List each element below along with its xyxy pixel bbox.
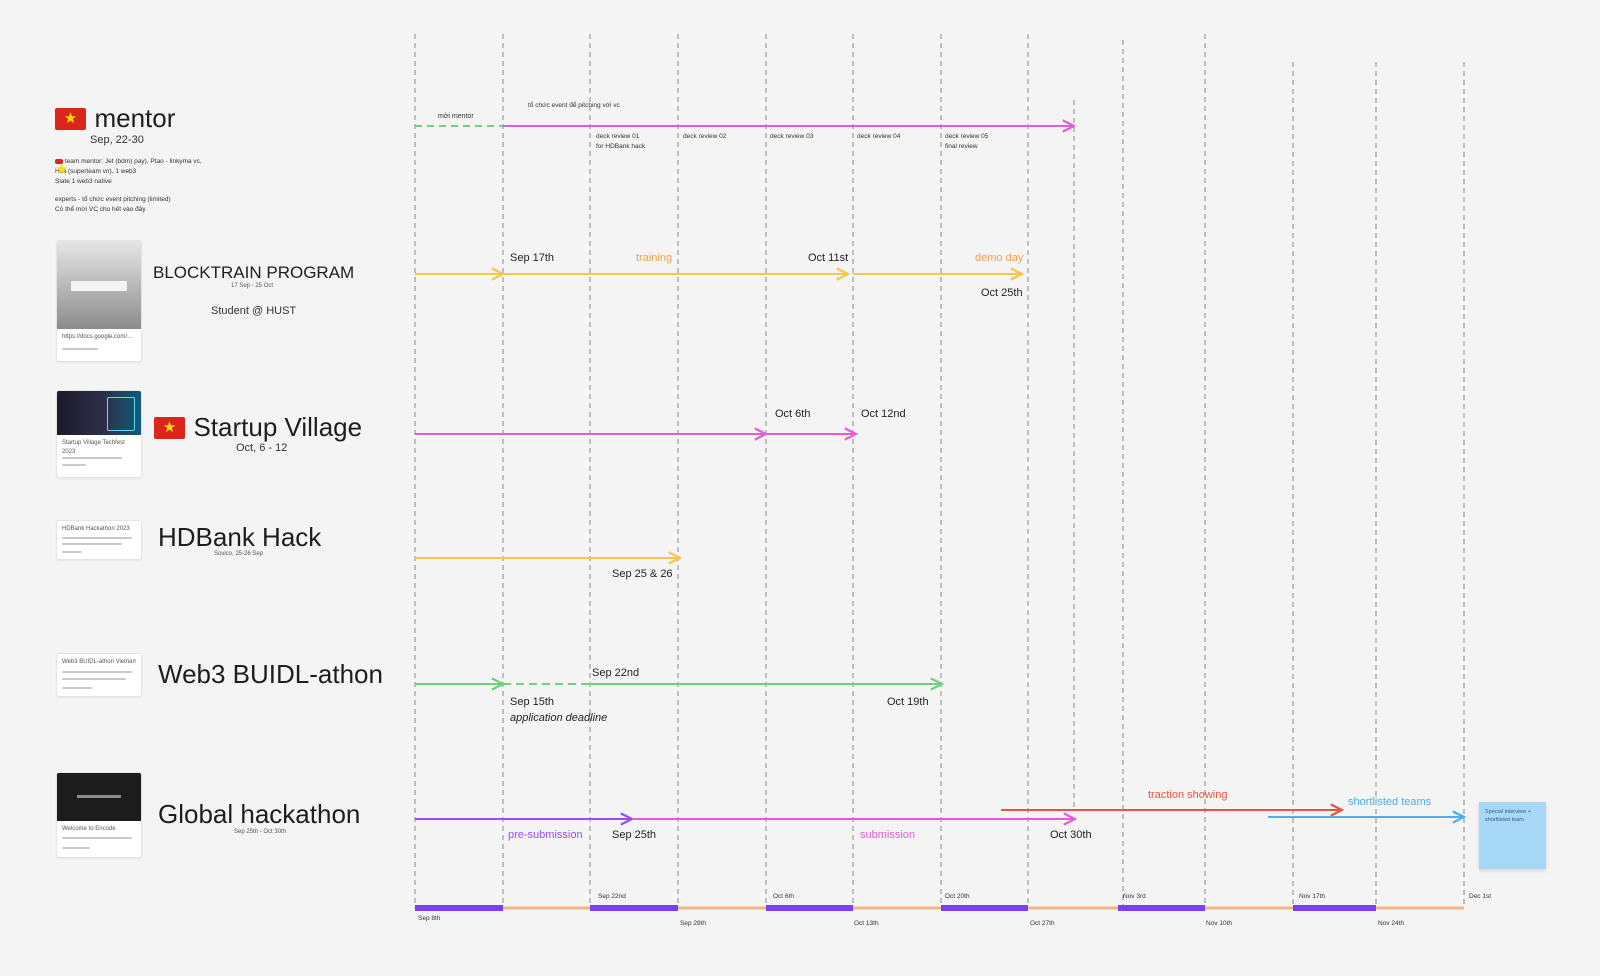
mentor-dates: Sep, 22-30 (90, 134, 144, 146)
axis-label-sep22: Sep 22nd (598, 893, 626, 900)
axis-label-sep8: Sep 8th (418, 915, 441, 922)
blocktrain-training-label: training (636, 252, 672, 264)
vietnam-flag-small-icon (55, 158, 63, 180)
sticky-note-text: Special interview + shortlisted team (1485, 809, 1532, 823)
global-presubmission-label: pre-submission (508, 829, 583, 841)
deck-review-4: deck review 04 (857, 133, 901, 140)
vietnam-flag-icon (154, 416, 185, 439)
global-dates: Sep 25th - Oct 30th (234, 829, 287, 835)
web3-oct19-label: Oct 19th (887, 696, 929, 708)
axis-label-oct20: Oct 20th (945, 893, 970, 900)
global-traction-label: traction showing (1148, 789, 1228, 801)
web3-title: Web3 BUIDL-athon (158, 659, 383, 689)
mentor-title: mentor (94, 103, 176, 133)
axis-label-oct6: Oct 6th (773, 893, 794, 900)
web3-deadline-label: application deadline (510, 712, 607, 724)
axis-label-sep29: Sep 29th (680, 920, 706, 927)
hdbank-card-text: HDBank Hackathon 2023 (62, 526, 130, 532)
mentor-event-label: tổ chức event để pitching với vc (528, 101, 620, 109)
global-link-card[interactable]: Welcome to Encode (56, 772, 142, 858)
global-title: Global hackathon (158, 799, 361, 829)
web3-sep15-label: Sep 15th (510, 696, 554, 708)
startup-village-link-card[interactable]: Startup Village Techfest 2023 (56, 390, 142, 478)
startup-village-card-text: Startup Village Techfest 2023 (62, 440, 125, 455)
hdbank-link-card[interactable]: HDBank Hackathon 2023 (56, 520, 142, 560)
web3-sep22-label: Sep 22nd (592, 667, 639, 679)
global-shortlisted-label: shortlisted teams (1348, 796, 1432, 808)
deck-review-3: deck review 03 (770, 133, 814, 140)
mentor-notes: team mentor: Jet (bdm) pay), Ptao - link… (55, 157, 225, 215)
axis-label-nov17: Nov 17th (1299, 893, 1325, 900)
blocktrain-sep17-label: Sep 17th (510, 252, 554, 264)
mentor-header: mentor (55, 103, 175, 134)
axis-label-nov10: Nov 10th (1206, 920, 1232, 927)
global-oct30-label: Oct 30th (1050, 829, 1092, 841)
blocktrain-dates: 17 Sep - 25 Oct (231, 283, 274, 289)
axis-label-nov24: Nov 24th (1378, 920, 1404, 927)
deck-review-1: deck review 01 (596, 133, 640, 140)
deck-review-5-sub: final review (945, 143, 978, 150)
axis-label-oct27: Oct 27th (1030, 920, 1055, 927)
axis-label-nov3: Nov 3rd (1123, 893, 1146, 900)
blocktrain-sub: Student @ HUST (211, 305, 297, 317)
startup-village-title: Startup Village (193, 412, 363, 442)
startup-village-dates: Oct, 6 - 12 (236, 442, 288, 454)
axis-top-labels: Sep 22nd Oct 6th Oct 20th Nov 3rd Nov 17… (598, 893, 1491, 900)
startup-village-oct6-label: Oct 6th (775, 408, 810, 420)
web3-link-card[interactable]: Web3 BUIDL-athon Vietnam (56, 653, 142, 697)
startup-village-header: Startup Village (154, 412, 362, 443)
blocktrain-link-card[interactable]: https://docs.google.com/... (56, 240, 142, 362)
axis-bottom-labels: Sep 8th Sep 29th Oct 13th Oct 27th Nov 1… (418, 915, 1404, 927)
vietnam-flag-icon (55, 107, 86, 130)
blocktrain-title: BLOCKTRAIN PROGRAM (153, 263, 355, 282)
blocktrain-card-text: https://docs.google.com/... (62, 334, 133, 340)
hdbank-date-label: Sep 25 & 26 (612, 568, 673, 580)
global-sep25-label: Sep 25th (612, 829, 656, 841)
blocktrain-oct11-label: Oct 11st (808, 252, 848, 264)
deck-review-5: deck review 05 (945, 133, 989, 140)
week-gridlines (414, 34, 1465, 908)
startup-village-oct12-label: Oct 12nd (861, 408, 906, 420)
global-card-text: Welcome to Encode (62, 826, 116, 832)
global-submission-label: submission (860, 829, 915, 841)
hdbank-dates: Sovico, 25-26 Sep (214, 551, 264, 557)
blocktrain-demo-label: demo day (975, 252, 1024, 264)
blocktrain-oct25-label: Oct 25th (981, 287, 1023, 299)
mentor-invite-label: mời mentor (438, 113, 474, 120)
deck-review-1-sub: for HDBank hack (596, 143, 646, 150)
axis-label-dec1: Dec 1st (1469, 893, 1491, 900)
deck-review-2: deck review 02 (683, 133, 727, 140)
startup-village-card-image (57, 391, 141, 435)
sticky-note[interactable]: Special interview + shortlisted team (1479, 802, 1546, 869)
hdbank-title: HDBank Hack (158, 522, 322, 552)
axis-label-oct13: Oct 13th (854, 920, 879, 927)
web3-card-text: Web3 BUIDL-athon Vietnam (62, 659, 136, 665)
